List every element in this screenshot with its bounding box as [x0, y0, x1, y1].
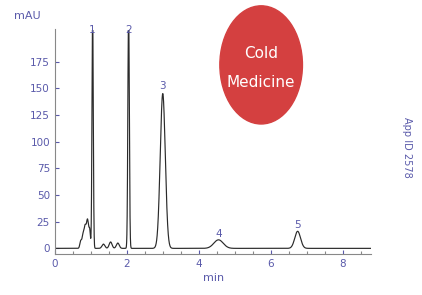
Text: 5: 5 — [294, 220, 301, 230]
Ellipse shape — [220, 6, 303, 124]
Text: 4: 4 — [215, 229, 222, 239]
Text: 3: 3 — [160, 81, 166, 91]
Text: 2: 2 — [125, 25, 132, 35]
Text: App ID 2578: App ID 2578 — [402, 117, 412, 178]
Text: 1: 1 — [89, 25, 96, 35]
Text: mAU: mAU — [14, 11, 41, 21]
Text: Medicine: Medicine — [227, 75, 295, 90]
X-axis label: min: min — [203, 273, 224, 283]
Text: Cold: Cold — [244, 46, 278, 60]
